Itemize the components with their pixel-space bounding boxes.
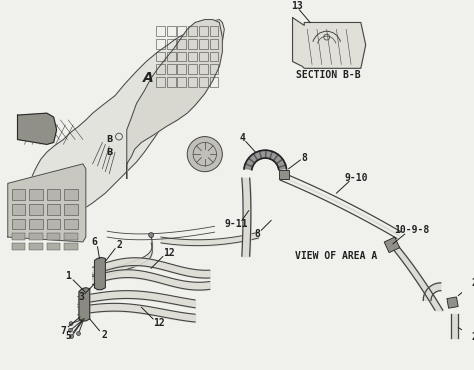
Text: 7: 7: [61, 326, 66, 336]
Bar: [279, 170, 289, 179]
Bar: [210, 52, 219, 61]
Bar: [167, 26, 175, 36]
Bar: [156, 39, 165, 49]
Bar: [64, 233, 78, 240]
Circle shape: [69, 322, 73, 326]
Bar: [188, 39, 197, 49]
Bar: [188, 77, 197, 87]
Text: 3: 3: [78, 293, 84, 303]
Bar: [199, 26, 208, 36]
Text: B: B: [106, 135, 112, 144]
Text: 9-11: 9-11: [224, 219, 248, 229]
Bar: [447, 297, 458, 308]
Polygon shape: [95, 258, 105, 290]
Bar: [167, 77, 175, 87]
Text: 2: 2: [472, 333, 474, 343]
Bar: [29, 189, 43, 200]
Bar: [177, 64, 186, 74]
Bar: [167, 64, 175, 74]
Text: 12: 12: [163, 248, 174, 258]
Text: 2: 2: [101, 330, 107, 340]
Bar: [156, 77, 165, 87]
Bar: [12, 233, 25, 240]
Bar: [47, 204, 61, 215]
Circle shape: [149, 233, 154, 238]
Bar: [29, 233, 43, 240]
Text: 9-10: 9-10: [344, 172, 368, 182]
Text: 4: 4: [240, 132, 246, 142]
Bar: [199, 39, 208, 49]
Bar: [47, 189, 61, 200]
Polygon shape: [244, 150, 286, 169]
Bar: [210, 26, 219, 36]
Polygon shape: [127, 20, 222, 178]
Bar: [167, 52, 175, 61]
Bar: [64, 204, 78, 215]
Bar: [29, 204, 43, 215]
Text: VIEW OF AREA A: VIEW OF AREA A: [295, 252, 378, 262]
Polygon shape: [423, 283, 441, 300]
Text: 2: 2: [116, 240, 122, 250]
Bar: [47, 233, 61, 240]
Bar: [188, 26, 197, 36]
Text: 12: 12: [153, 318, 165, 328]
Bar: [199, 64, 208, 74]
Bar: [167, 39, 175, 49]
Text: SECTION B-B: SECTION B-B: [296, 70, 361, 80]
Text: 10-9-8: 10-9-8: [394, 225, 429, 235]
Circle shape: [77, 332, 81, 336]
Bar: [188, 52, 197, 61]
Bar: [12, 204, 25, 215]
Polygon shape: [18, 113, 56, 144]
Circle shape: [68, 328, 73, 332]
Bar: [12, 219, 25, 229]
Bar: [47, 219, 61, 229]
Bar: [64, 219, 78, 229]
Bar: [47, 243, 61, 250]
Bar: [29, 219, 43, 229]
Bar: [188, 64, 197, 74]
Text: 13: 13: [292, 1, 303, 11]
Bar: [156, 26, 165, 36]
Text: 6: 6: [91, 237, 98, 247]
Text: 8: 8: [301, 153, 307, 163]
Bar: [177, 26, 186, 36]
Text: A: A: [143, 71, 154, 85]
Bar: [199, 77, 208, 87]
Bar: [156, 64, 165, 74]
Bar: [210, 77, 219, 87]
Bar: [177, 52, 186, 61]
Bar: [12, 189, 25, 200]
Bar: [177, 39, 186, 49]
Text: 8: 8: [255, 229, 260, 239]
Polygon shape: [292, 18, 366, 68]
Bar: [29, 243, 43, 250]
Bar: [12, 243, 25, 250]
Circle shape: [70, 334, 73, 339]
Bar: [177, 77, 186, 87]
Text: 1: 1: [65, 271, 71, 281]
Text: 2: 2: [472, 278, 474, 288]
Bar: [384, 237, 400, 253]
Polygon shape: [79, 288, 90, 321]
Bar: [210, 64, 219, 74]
Bar: [199, 52, 208, 61]
Bar: [64, 189, 78, 200]
Text: B: B: [106, 148, 112, 157]
Bar: [64, 243, 78, 250]
Text: 5: 5: [65, 332, 71, 342]
Polygon shape: [8, 164, 86, 242]
Bar: [210, 39, 219, 49]
Bar: [156, 52, 165, 61]
Polygon shape: [15, 20, 224, 235]
Circle shape: [187, 137, 222, 172]
